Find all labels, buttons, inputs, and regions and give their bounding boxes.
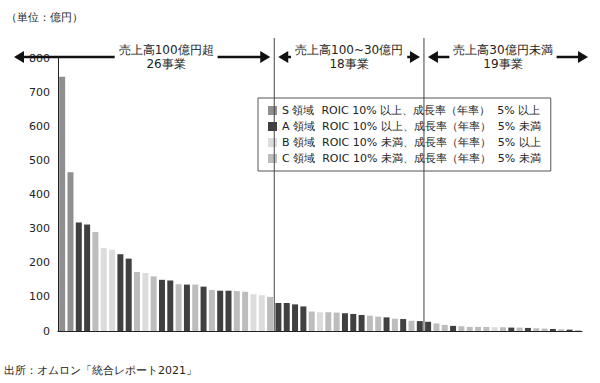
svg-text:（単位：億円）: （単位：億円） <box>6 11 83 24</box>
svg-text:売上高100~30億円: 売上高100~30億円 <box>295 43 403 57</box>
svg-text:19事業: 19事業 <box>483 57 522 71</box>
svg-text:600: 600 <box>29 120 50 133</box>
svg-text:C 領域 ROIC 10% 未満、成長率（年率） 5%: C 領域 ROIC 10% 未満、成長率（年率） 5% 未満 <box>282 152 541 165</box>
svg-text:売上高30億円未満: 売上高30億円未満 <box>453 43 552 57</box>
svg-text:800: 800 <box>29 51 50 65</box>
svg-text:200: 200 <box>29 256 50 269</box>
svg-text:0: 0 <box>43 325 50 338</box>
svg-text:26事業: 26事業 <box>146 57 185 71</box>
svg-text:100: 100 <box>29 290 50 303</box>
svg-text:出所：オムロン「統合レポート2021」: 出所：オムロン「統合レポート2021」 <box>4 364 197 377</box>
svg-text:A 領域 ROIC 10% 以上、成長率（年率） 5%: A 領域 ROIC 10% 以上、成長率（年率） 5% 未満 <box>282 120 541 133</box>
svg-text:B 領域 ROIC 10% 未満、成長率（年率） 5%: B 領域 ROIC 10% 未満、成長率（年率） 5% 以上 <box>282 136 541 149</box>
svg-text:700: 700 <box>29 86 50 99</box>
svg-text:400: 400 <box>29 188 50 201</box>
svg-text:500: 500 <box>29 154 50 167</box>
svg-text:売上高100億円超: 売上高100億円超 <box>119 43 214 57</box>
svg-text:S 領域 ROIC 10% 以上、成長率（年率） 5%: S 領域 ROIC 10% 以上、成長率（年率） 5% 以上 <box>282 104 540 117</box>
svg-text:18事業: 18事業 <box>329 57 368 71</box>
svg-text:300: 300 <box>29 222 50 235</box>
